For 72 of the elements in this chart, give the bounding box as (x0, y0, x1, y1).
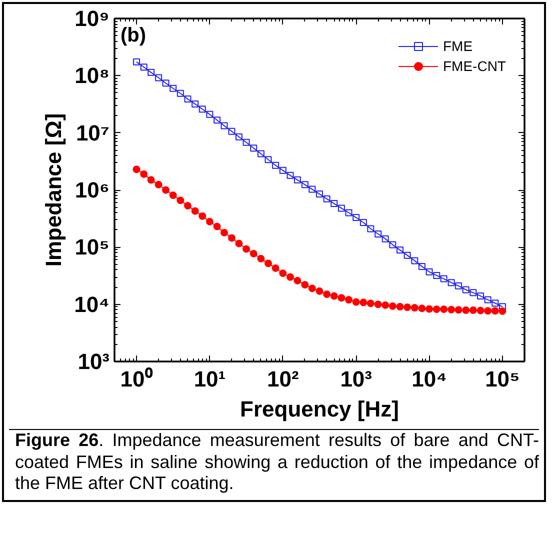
point (484, 296, 492, 304)
point (470, 289, 477, 296)
point (176, 90, 184, 97)
point (140, 64, 148, 71)
point (228, 128, 236, 135)
point (133, 58, 140, 66)
point (220, 122, 228, 130)
y-axis-title: Impedance [Ω] (41, 113, 66, 267)
point (264, 156, 272, 164)
point (330, 200, 338, 208)
x-tick-label: 10⁰ (120, 366, 153, 392)
point (411, 257, 418, 264)
x-tick-label: 10¹ (194, 366, 226, 392)
point (345, 209, 352, 216)
point (374, 230, 382, 238)
point (162, 80, 170, 87)
point (308, 186, 316, 193)
point (323, 195, 330, 202)
point (396, 246, 404, 254)
point (192, 100, 199, 108)
point (418, 262, 426, 270)
point (382, 235, 389, 242)
point (338, 204, 345, 212)
point (279, 166, 286, 174)
point (455, 282, 462, 290)
x-tick-label: 10⁴ (412, 366, 447, 392)
point (214, 116, 221, 124)
y-tick-label: 10⁹ (74, 6, 110, 31)
x-tick-label: 10³ (340, 366, 372, 392)
point (257, 150, 264, 158)
y-tick-label: 10⁶ (74, 178, 110, 202)
x-tick-label: 10² (267, 366, 299, 392)
point (404, 252, 411, 259)
point (155, 74, 162, 82)
point (448, 279, 455, 286)
point (301, 181, 308, 188)
point (170, 84, 177, 92)
point (367, 225, 374, 232)
point (498, 303, 506, 310)
point (462, 286, 470, 294)
point (198, 106, 206, 113)
point (148, 68, 155, 76)
point (389, 241, 396, 248)
annotation: (b) (120, 24, 146, 46)
point (426, 268, 433, 276)
legend-label: FME-CNT (443, 58, 506, 74)
point (492, 300, 499, 307)
point (440, 275, 448, 282)
caption: Figure 26. Impedance measurement results of bare and CNT-coated FMEs in saline showing a reduction of the impedance of the FME after CNT coating. (15, 430, 539, 495)
point (132, 166, 140, 174)
point (360, 219, 367, 226)
point (433, 272, 440, 279)
point (352, 214, 360, 222)
y-tick-label: 10⁵ (74, 234, 110, 260)
point (286, 172, 294, 179)
point (242, 138, 250, 146)
y-tick-label: 10⁷ (76, 120, 110, 146)
legend-label: FME (443, 38, 473, 54)
point (184, 96, 192, 103)
y-tick-label: 10⁴ (74, 292, 110, 317)
point (316, 190, 323, 198)
point (294, 176, 301, 184)
point (206, 110, 214, 118)
x-tick-label: 10⁵ (485, 366, 520, 392)
point (498, 307, 506, 315)
point (272, 162, 280, 169)
point (250, 144, 258, 152)
x-axis-title: Frequency [Hz] (240, 396, 399, 422)
y-tick-label: 10⁸ (74, 63, 110, 88)
y-tick-label: 10³ (78, 349, 110, 374)
point (235, 133, 242, 140)
point (477, 292, 484, 300)
